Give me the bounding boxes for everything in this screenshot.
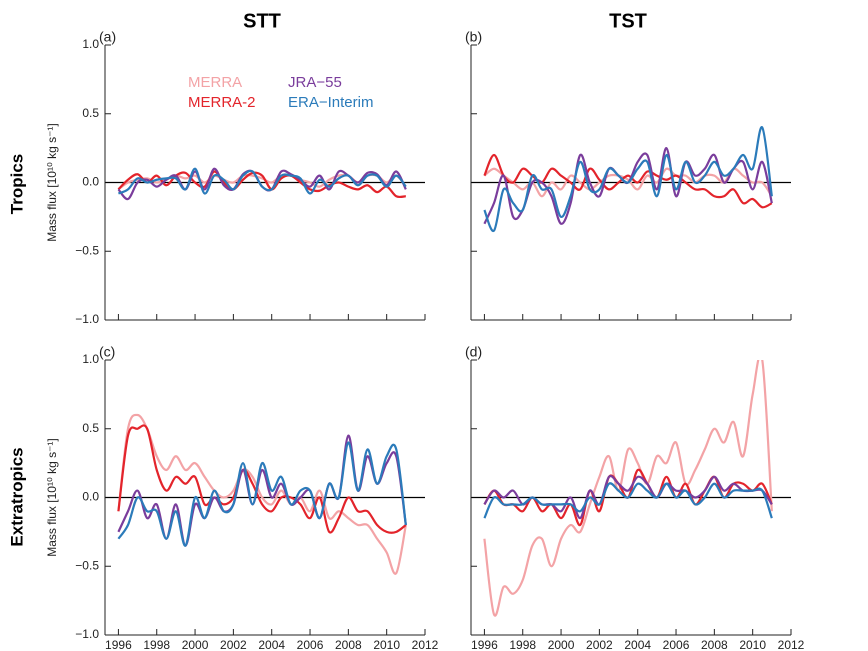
panel-label: (a): [99, 29, 116, 45]
x-tick-label: 2006: [663, 638, 690, 651]
y-axis-label: Mass flux [10¹⁰ kg s⁻¹]: [45, 438, 59, 557]
x-tick-label: 2008: [335, 638, 362, 651]
y-tick-label: 0.5: [82, 421, 99, 435]
x-tick-label: 2004: [624, 638, 651, 651]
row-label: Extratropics: [7, 447, 26, 546]
x-tick-label: 2012: [778, 638, 805, 651]
column-title: STT: [243, 10, 281, 32]
y-tick-label: −0.5: [75, 558, 99, 572]
series-line: [117, 167, 407, 201]
series-line: [117, 441, 407, 547]
panel-label: (b): [465, 29, 482, 45]
x-tick-label: 1996: [105, 638, 132, 651]
x-tick-label: 1996: [471, 638, 498, 651]
y-axis-label: Mass flux [10¹⁰ kg s⁻¹]: [45, 123, 59, 242]
panel-label: (d): [465, 344, 482, 360]
x-tick-label: 2000: [182, 638, 209, 651]
x-tick-label: 1998: [509, 638, 536, 651]
x-tick-label: 2004: [258, 638, 285, 651]
y-tick-label: −1.0: [75, 312, 99, 326]
x-tick-label: 1998: [143, 638, 170, 651]
series-line: [483, 360, 773, 617]
series-line: [117, 424, 407, 534]
x-tick-label: 2002: [586, 638, 613, 651]
series-line: [117, 413, 407, 575]
x-tick-label: 2010: [739, 638, 766, 651]
y-tick-label: 1.0: [82, 37, 99, 51]
y-tick-label: −0.5: [75, 243, 99, 257]
series-line: [483, 482, 773, 519]
series-line: [117, 170, 406, 199]
y-tick-label: −1.0: [75, 627, 99, 641]
x-tick-label: 2002: [220, 638, 247, 651]
legend-entry: MERRA: [188, 74, 242, 91]
x-tick-label: 2008: [701, 638, 728, 651]
row-label: Tropics: [7, 154, 26, 214]
y-tick-label: 0.0: [82, 490, 99, 504]
column-title: TST: [609, 10, 647, 32]
x-tick-label: 2000: [548, 638, 575, 651]
y-tick-label: 0.5: [82, 106, 99, 120]
series-line: [117, 167, 407, 195]
x-tick-label: 2006: [297, 638, 324, 651]
legend-entry: ERA−Interim: [288, 94, 373, 111]
series-line: [483, 126, 773, 232]
y-tick-label: 0.0: [82, 175, 99, 189]
y-tick-label: 1.0: [82, 352, 99, 366]
x-tick-label: 2010: [373, 638, 400, 651]
panel-label: (c): [99, 344, 115, 360]
x-tick-label: 2012: [412, 638, 439, 651]
legend-entry: MERRA-2: [188, 94, 256, 111]
legend-entry: JRA−55: [288, 74, 342, 91]
